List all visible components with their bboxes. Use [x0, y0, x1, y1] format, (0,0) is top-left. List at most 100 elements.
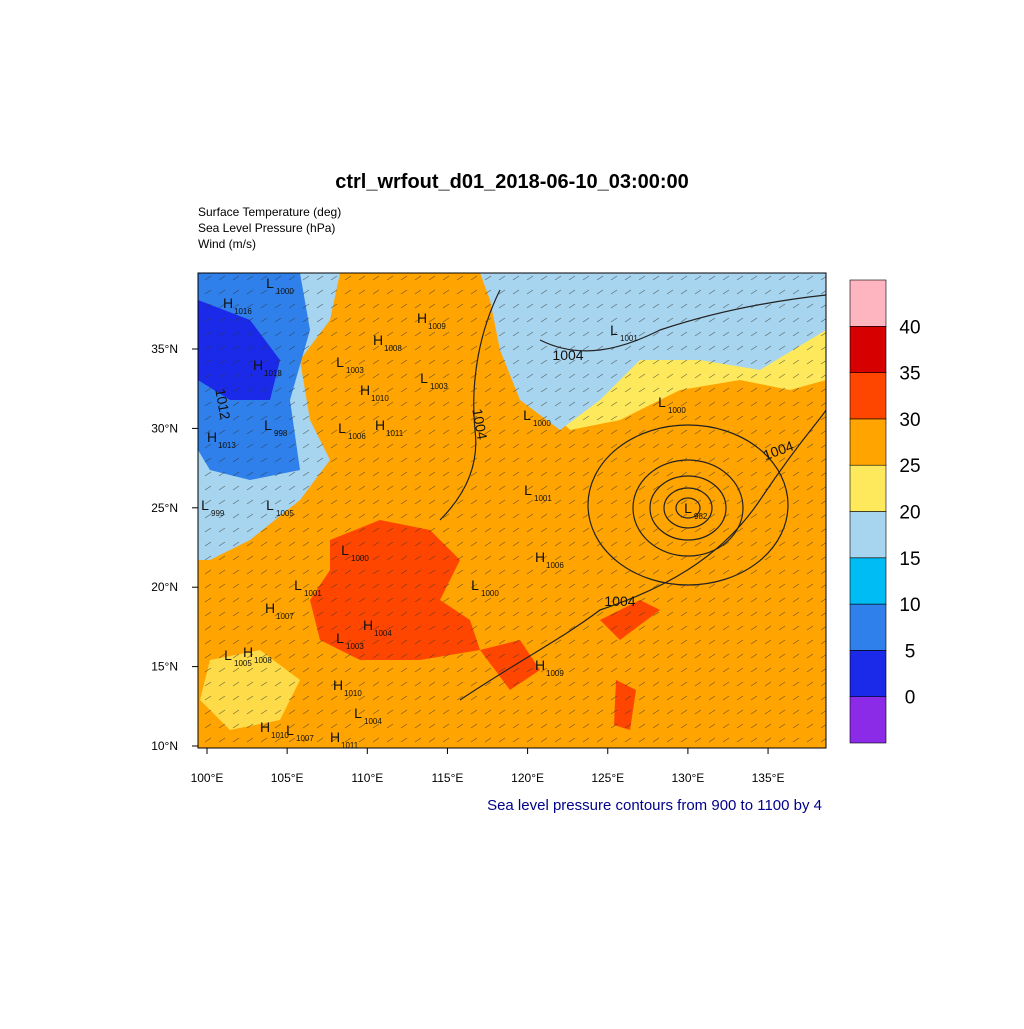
center-value: 1010 [271, 731, 289, 740]
center-letter: H [373, 332, 383, 348]
colorbar-label: 5 [905, 641, 916, 662]
x-tick-label: 110°E [351, 771, 383, 785]
center-letter: L [286, 722, 294, 738]
colorbar-box [849, 696, 887, 744]
center-letter: H [417, 310, 427, 326]
center-letter: L [420, 370, 428, 386]
center-value: 1000 [276, 287, 294, 296]
colorbar-box [849, 325, 887, 373]
center-value: 1004 [364, 717, 382, 726]
center-letter: H [243, 644, 253, 660]
center-letter: L [354, 705, 362, 721]
center-letter: H [260, 719, 270, 735]
x-tick-label: 100°E [191, 771, 224, 785]
center-letter: L [524, 482, 532, 498]
field-label: Wind (m/s) [198, 237, 256, 251]
colorbar-box [849, 603, 887, 651]
center-value: 999 [211, 509, 225, 518]
footer-note: Sea level pressure contours from 900 to … [487, 797, 822, 814]
center-value: 1003 [346, 642, 364, 651]
field-label: Sea Level Pressure (hPa) [198, 221, 335, 235]
center-value: 1010 [344, 689, 362, 698]
map-frame [197, 272, 827, 749]
center-letter: L [523, 407, 531, 423]
center-value: 1007 [296, 734, 314, 743]
x-tick-label: 130°E [671, 771, 704, 785]
map-field [198, 273, 826, 748]
center-letter: L [336, 354, 344, 370]
colorbar-box [849, 511, 887, 559]
center-letter: L [610, 322, 618, 338]
x-tick-label: 105°E [271, 771, 304, 785]
colorbar-box [849, 279, 887, 327]
center-value: 1011 [386, 429, 404, 438]
center-letter: H [265, 600, 275, 616]
center-value: 1008 [384, 344, 402, 353]
center-letter: L [201, 497, 209, 513]
colorbar-box [849, 464, 887, 512]
contour-label: 1004 [552, 347, 583, 363]
center-value: 1010 [371, 394, 389, 403]
center-value: 1001 [304, 589, 322, 598]
x-tick-label: 120°E [511, 771, 544, 785]
center-letter: L [338, 420, 346, 436]
center-value: 1011 [341, 741, 359, 750]
y-tick-label: 35°N [151, 342, 178, 356]
center-letter: L [336, 630, 344, 646]
center-value: 1009 [546, 669, 564, 678]
colorbar-label: 35 [899, 364, 920, 385]
center-letter: H [207, 429, 217, 445]
y-tick-label: 20°N [151, 580, 178, 594]
center-letter: L [266, 275, 274, 291]
title: ctrl_wrfout_d01_2018-06-10_03:00:00 [335, 171, 689, 193]
center-value: 1005 [234, 659, 252, 668]
contour-label: 1004 [604, 593, 635, 609]
center-value: 1018 [264, 369, 282, 378]
center-value: 1006 [348, 432, 366, 441]
center-value: 998 [274, 429, 288, 438]
center-letter: H [375, 417, 385, 433]
center-value: 1016 [234, 307, 252, 316]
center-letter: L [266, 497, 274, 513]
center-letter: H [360, 382, 370, 398]
center-letter: L [684, 500, 692, 516]
colorbar-box [849, 557, 887, 605]
center-letter: L [658, 394, 666, 410]
center-value: 1005 [276, 509, 294, 518]
x-tick-label: 135°E [752, 771, 785, 785]
colorbar-label: 30 [899, 410, 920, 431]
y-tick-label: 25°N [151, 501, 178, 515]
field-label: Surface Temperature (deg) [198, 205, 341, 219]
colorbar-label: 25 [899, 456, 920, 477]
center-letter: L [264, 417, 272, 433]
center-value: 982 [694, 512, 708, 521]
colorbar-label: 40 [899, 317, 920, 338]
x-tick-label: 115°E [431, 771, 463, 785]
center-value: 1003 [430, 382, 448, 391]
center-letter: H [535, 657, 545, 673]
center-value: 1000 [533, 419, 551, 428]
center-value: 1001 [534, 494, 552, 503]
center-value: 1003 [346, 366, 364, 375]
center-letter: L [471, 577, 479, 593]
center-value: 1000 [668, 406, 686, 415]
center-value: 1013 [218, 441, 236, 450]
colorbar-box [849, 650, 887, 698]
center-letter: H [535, 549, 545, 565]
colorbar-label: 10 [899, 595, 920, 616]
center-value: 1004 [374, 629, 392, 638]
y-tick-label: 10°N [151, 739, 178, 753]
colorbar-label: 0 [905, 688, 916, 709]
center-value: 1008 [254, 656, 272, 665]
contour-label: 1012 [212, 387, 233, 421]
y-tick-label: 15°N [151, 660, 178, 674]
y-tick-label: 30°N [151, 421, 178, 435]
colorbar-box [849, 372, 887, 420]
colorbar-label: 20 [899, 503, 920, 524]
colorbar-label: 15 [899, 549, 920, 570]
center-value: 1000 [481, 589, 499, 598]
colorbar-box [849, 418, 887, 466]
center-value: 1006 [546, 561, 564, 570]
center-value: 1001 [620, 334, 638, 343]
